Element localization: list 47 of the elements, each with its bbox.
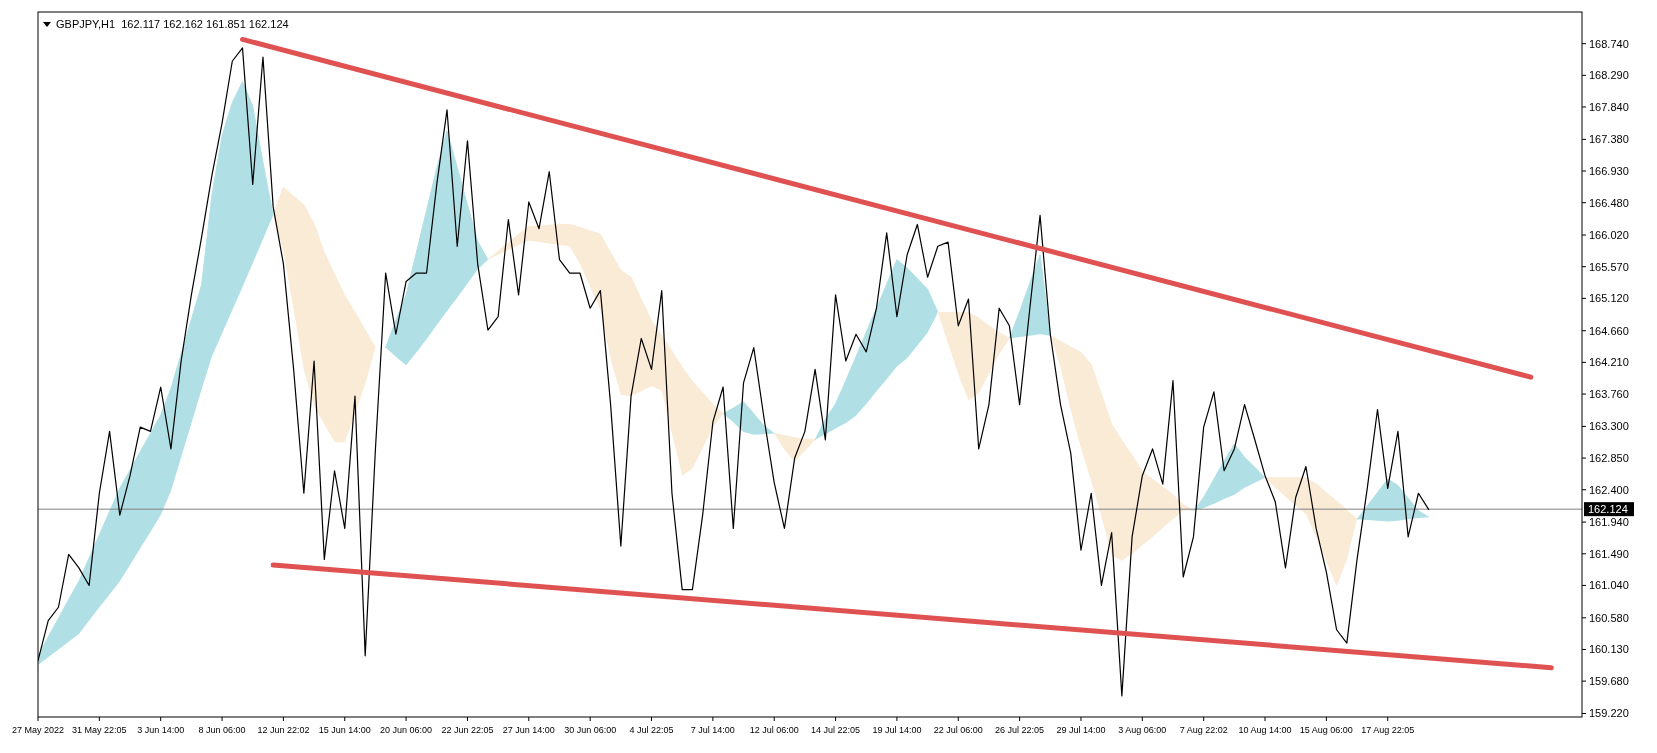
x-tick-label: 3 Jun 14:00 — [137, 725, 185, 735]
y-tick-label: 161.040 — [1589, 579, 1629, 592]
x-tick-label: 27 May 2022 — [11, 725, 65, 735]
x-tick-label: 10 Aug 14:00 — [1238, 725, 1292, 735]
x-tick-label: 15 Jun 14:00 — [318, 725, 371, 735]
x-tick-label: 14 Jul 22:05 — [811, 725, 861, 735]
x-tick-label: 31 May 22:05 — [72, 725, 127, 735]
x-tick-label: 7 Jul 14:00 — [690, 725, 735, 735]
y-tick-label: 168.740 — [1589, 37, 1629, 50]
x-tick-label: 29 Jul 14:00 — [1056, 725, 1106, 735]
y-tick-label: 166.020 — [1589, 228, 1629, 241]
x-tick-label: 12 Jul 06:00 — [749, 725, 799, 735]
x-tick-label: 30 Jun 06:00 — [564, 725, 617, 735]
y-tick-label: 161.490 — [1589, 547, 1629, 560]
x-tick-label: 8 Jun 06:00 — [198, 725, 246, 735]
x-tick-label: 19 Jul 14:00 — [872, 725, 922, 735]
x-tick-label: 26 Jul 22:05 — [995, 725, 1045, 735]
y-tick-label: 167.380 — [1589, 133, 1629, 146]
y-tick-label: 163.300 — [1589, 420, 1629, 433]
x-tick-label: 4 Jul 22:05 — [629, 725, 674, 735]
x-tick-label: 3 Aug 06:00 — [1118, 725, 1167, 735]
y-tick-label: 165.570 — [1589, 260, 1629, 273]
y-tick-label: 168.290 — [1589, 69, 1629, 82]
y-tick-label: 164.210 — [1589, 356, 1629, 369]
x-tick-label: 12 Jun 22:02 — [257, 725, 310, 735]
y-tick-label: 159.680 — [1589, 674, 1629, 687]
ref-line-label: 162.124 — [1588, 503, 1628, 516]
y-tick-label: 161.940 — [1589, 515, 1629, 528]
x-tick-label: 27 Jun 14:00 — [502, 725, 555, 735]
y-tick-label: 166.480 — [1589, 196, 1629, 209]
x-tick-label: 20 Jun 06:00 — [380, 725, 433, 735]
x-tick-label: 7 Aug 22:02 — [1179, 725, 1228, 735]
y-tick-label: 164.660 — [1589, 324, 1629, 337]
y-tick-label: 160.130 — [1589, 643, 1629, 656]
y-tick-label: 162.400 — [1589, 483, 1629, 496]
y-tick-label: 159.220 — [1589, 707, 1629, 720]
text: GBPJPY,H1 162.117 162.162 161.851 162.124 — [56, 18, 289, 30]
y-tick-label: 167.840 — [1589, 100, 1629, 113]
y-tick-label: 163.760 — [1589, 387, 1629, 400]
y-tick-label: 162.850 — [1589, 451, 1629, 464]
x-tick-label: 15 Aug 06:00 — [1299, 725, 1353, 735]
y-tick-label: 166.930 — [1589, 164, 1629, 177]
x-tick-label: 17 Aug 22:05 — [1361, 725, 1415, 735]
y-tick-label: 160.580 — [1589, 611, 1629, 624]
x-tick-label: 22 Jul 06:00 — [933, 725, 983, 735]
y-tick-label: 165.120 — [1589, 292, 1629, 305]
x-tick-label: 22 Jun 22:05 — [441, 725, 494, 735]
